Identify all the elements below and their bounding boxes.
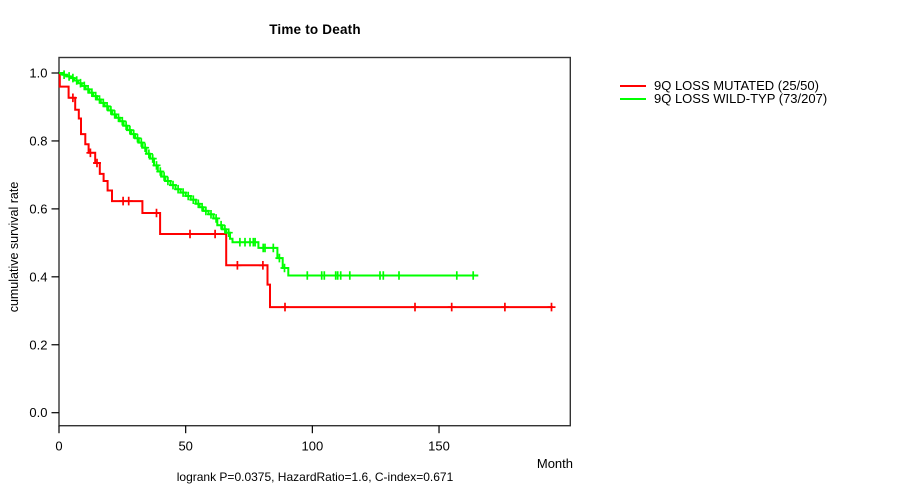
x-axis-tick-label: 100 bbox=[301, 439, 323, 454]
survival-curve-mutated bbox=[58, 72, 553, 309]
y-axis-tick-label: 0.4 bbox=[29, 269, 47, 284]
page-title: Time to Death bbox=[269, 22, 361, 37]
survival-curve-wildtype bbox=[59, 72, 479, 277]
y-axis-tick-label: 0.8 bbox=[29, 133, 47, 148]
plot-frame bbox=[58, 56, 571, 427]
y-axis-tick-label: 1.0 bbox=[29, 66, 47, 81]
legend-swatch-wildtype bbox=[620, 97, 646, 100]
legend-item-wildtype: 9Q LOSS WILD-TYP (73/207) bbox=[620, 91, 828, 106]
legend-label-mutated: 9Q LOSS MUTATED (25/50) bbox=[654, 78, 819, 93]
legend-item-mutated: 9Q LOSS MUTATED (25/50) bbox=[620, 78, 827, 93]
y-axis-tick-label: 0.6 bbox=[29, 201, 47, 216]
legend-swatch-mutated bbox=[620, 84, 646, 87]
censor-marks-mutated bbox=[68, 93, 556, 312]
legend-label-wildtype: 9Q LOSS WILD-TYP (73/207) bbox=[654, 91, 828, 106]
x-axis-tick-label: 50 bbox=[178, 439, 192, 454]
legend: 9Q LOSS MUTATED (25/50) 9Q LOSS WILD-TYP… bbox=[620, 78, 828, 106]
y-axis-tick-label: 0.0 bbox=[29, 405, 47, 420]
y-axis-tick-label: 0.2 bbox=[29, 337, 47, 352]
x-axis-tick-label: 0 bbox=[55, 439, 62, 454]
footer-stats: logrank P=0.0375, HazardRatio=1.6, C-ind… bbox=[176, 470, 454, 484]
censor-marks-wildtype bbox=[60, 70, 478, 280]
x-axis-tick-label: 150 bbox=[428, 439, 450, 454]
x-axis-title: Month bbox=[536, 456, 573, 471]
